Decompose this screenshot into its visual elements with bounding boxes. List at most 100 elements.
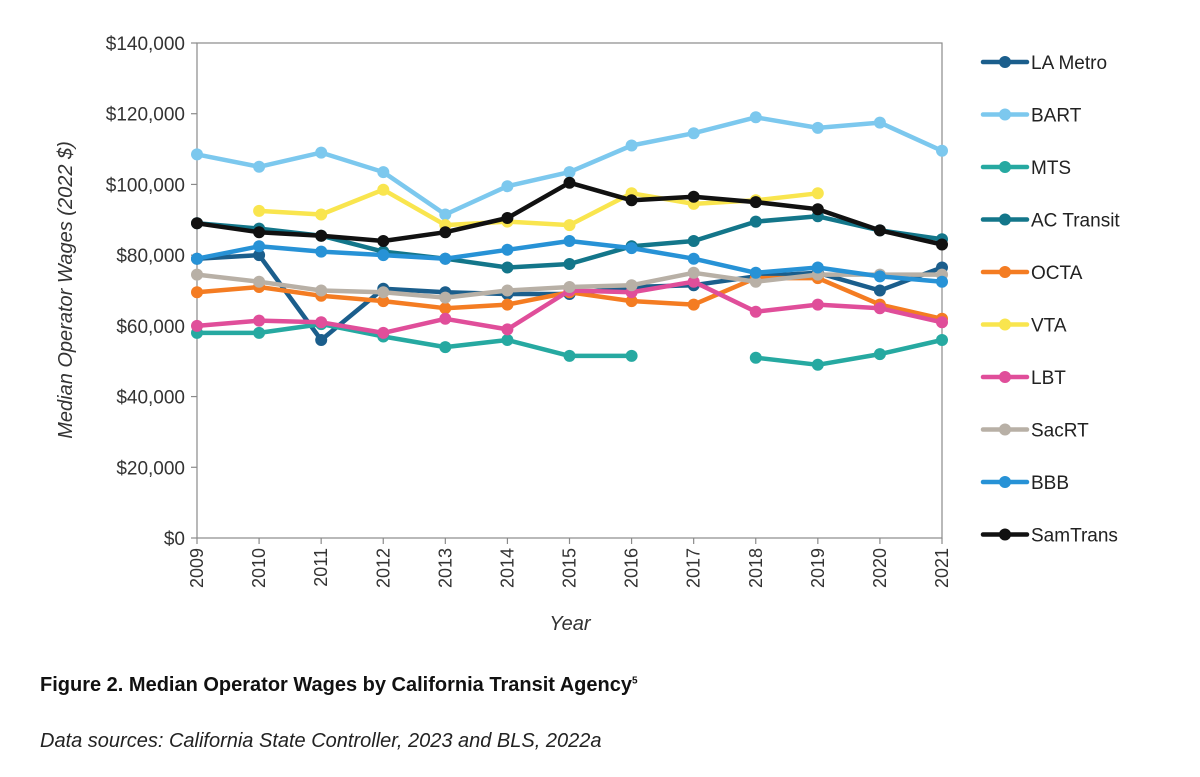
- data-point-bart: [377, 166, 390, 179]
- data-point-lbt: [936, 316, 948, 329]
- data-point-samtrans: [253, 226, 266, 239]
- line-chart: $0 $20,000 $40,000 $60,000 $80,000 $100,000 $1…: [55, 34, 1120, 635]
- data-point-bart: [749, 111, 762, 124]
- y-axis-ticks: $0 $20,000 $40,000 $60,000 $80,000 $100,000 $1…: [106, 34, 197, 550]
- data-point-lbt: [377, 326, 390, 339]
- data-point-bbb: [811, 261, 824, 274]
- data-point-bbb: [191, 252, 203, 265]
- data-point-vta: [253, 204, 266, 217]
- data-point-mts: [749, 351, 762, 364]
- data-point-lbt: [253, 314, 266, 327]
- data-point-lbt: [873, 302, 886, 315]
- data-point-ac-transit: [749, 215, 762, 228]
- series-samtrans: [191, 176, 948, 251]
- series-line-vta: [256, 187, 821, 228]
- data-point-bbb: [501, 243, 514, 256]
- legend-label: SamTrans: [1031, 526, 1118, 547]
- data-point-bart: [191, 148, 203, 161]
- data-point-samtrans: [936, 238, 948, 251]
- legend-label: AC Transit: [1031, 211, 1120, 232]
- data-point-octa: [501, 298, 514, 311]
- x-tick-label: 2018: [746, 548, 766, 588]
- data-point-mts: [439, 341, 452, 354]
- data-point-samtrans: [687, 190, 700, 203]
- data-point-bart: [501, 180, 514, 193]
- data-point-ac-transit: [687, 235, 700, 247]
- figure-caption-title: Figure 2. Median Operator Wages by Calif…: [40, 674, 632, 696]
- y-tick-label: $20,000: [116, 458, 185, 479]
- data-point-bbb: [936, 275, 948, 288]
- y-tick-label: $0: [164, 529, 185, 550]
- x-axis-ticks: 2009 2010 2011 2012 2013 2014 2015 2016 2017 2018…: [187, 538, 952, 588]
- x-tick-label: 2014: [497, 548, 517, 588]
- footnote-marker: 5: [631, 675, 638, 687]
- data-point-samtrans: [811, 203, 824, 216]
- data-point-samtrans: [315, 229, 328, 242]
- legend-item-la-metro: LA Metro: [980, 53, 1107, 74]
- data-point-vta: [377, 183, 390, 196]
- legend-item-ac-transit: AC Transit: [980, 211, 1120, 232]
- data-point-bbb: [439, 252, 452, 265]
- legend-swatch-marker: [999, 423, 1011, 436]
- data-point-mts: [873, 348, 886, 361]
- x-tick-label: 2012: [373, 548, 393, 588]
- legend-swatch-marker: [999, 161, 1011, 173]
- data-point-la-metro: [253, 249, 266, 262]
- data-point-samtrans: [873, 224, 886, 237]
- legend-item-samtrans: SamTrans: [980, 526, 1118, 547]
- data-point-bart: [811, 121, 824, 134]
- data-point-samtrans: [377, 235, 390, 247]
- legend-swatch-marker: [999, 108, 1011, 121]
- data-point-bart: [936, 144, 948, 157]
- data-point-bart: [687, 127, 700, 140]
- data-point-mts: [563, 349, 576, 362]
- y-tick-label: $40,000: [116, 388, 185, 409]
- data-point-bbb: [563, 235, 576, 247]
- x-tick-label: 2010: [249, 548, 269, 588]
- data-point-bbb: [749, 266, 762, 279]
- x-tick-label: 2009: [187, 548, 207, 588]
- legend-swatch-marker: [999, 318, 1011, 331]
- series-bart: [191, 111, 948, 221]
- series-layer: [191, 111, 948, 371]
- data-point-lbt: [811, 298, 824, 311]
- data-point-mts: [625, 349, 638, 362]
- data-point-ac-transit: [501, 261, 514, 274]
- x-tick-label: 2019: [808, 548, 828, 588]
- data-point-sacrt: [749, 275, 762, 288]
- x-tick-label: 2017: [684, 548, 704, 588]
- data-point-lbt: [315, 316, 328, 329]
- data-point-samtrans: [191, 217, 203, 230]
- series-line-mts: [194, 321, 945, 368]
- x-tick-label: 2011: [311, 548, 331, 587]
- data-point-vta: [811, 187, 824, 200]
- data-point-octa: [377, 295, 390, 308]
- y-tick-label: $60,000: [116, 317, 185, 338]
- data-point-octa: [687, 298, 700, 311]
- data-point-bart: [439, 208, 452, 221]
- legend-swatch-marker: [999, 528, 1011, 541]
- data-point-lbt: [501, 323, 514, 336]
- legend-item-vta: VTA: [980, 316, 1067, 337]
- data-point-lbt: [749, 305, 762, 318]
- data-point-sacrt: [315, 284, 328, 297]
- data-point-sacrt: [563, 281, 576, 293]
- data-point-lbt: [687, 275, 700, 288]
- series-mts: [191, 318, 948, 371]
- data-point-vta: [315, 208, 328, 221]
- data-point-bbb: [625, 242, 638, 255]
- data-point-sacrt: [253, 275, 266, 288]
- legend-label: BBB: [1031, 473, 1069, 494]
- data-point-sacrt: [687, 266, 700, 279]
- data-point-mts: [253, 326, 266, 339]
- data-point-vta: [563, 219, 576, 232]
- data-point-bbb: [377, 249, 390, 262]
- x-tick-label: 2020: [870, 548, 890, 588]
- legend-label: VTA: [1031, 316, 1067, 337]
- data-point-bbb: [873, 270, 886, 283]
- legend-swatch-marker: [999, 476, 1011, 488]
- data-point-bbb: [253, 240, 266, 253]
- figure-caption: Figure 2. Median Operator Wages by Calif…: [40, 674, 638, 697]
- x-tick-label: 2021: [932, 548, 952, 588]
- legend-swatch-marker: [999, 213, 1011, 226]
